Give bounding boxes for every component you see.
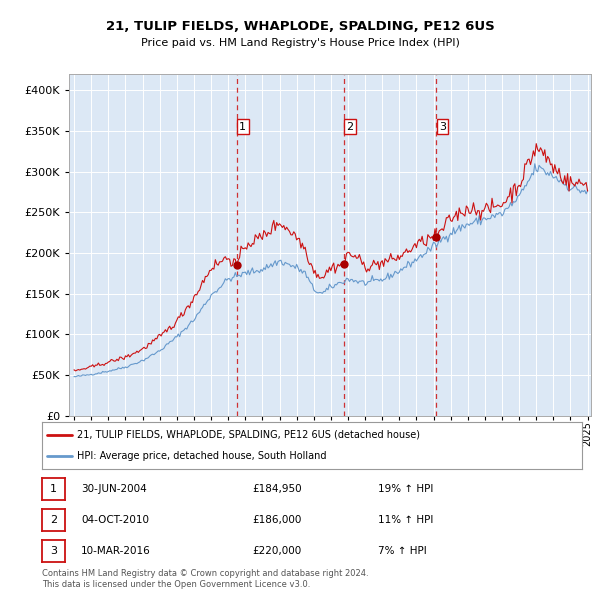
Text: £186,000: £186,000	[252, 515, 301, 525]
Text: 3: 3	[439, 122, 446, 132]
Text: 2: 2	[50, 515, 57, 525]
Text: Contains HM Land Registry data © Crown copyright and database right 2024.: Contains HM Land Registry data © Crown c…	[42, 569, 368, 578]
Text: 04-OCT-2010: 04-OCT-2010	[81, 515, 149, 525]
Text: 1: 1	[50, 484, 57, 494]
Text: 3: 3	[50, 546, 57, 556]
Text: 21, TULIP FIELDS, WHAPLODE, SPALDING, PE12 6US: 21, TULIP FIELDS, WHAPLODE, SPALDING, PE…	[106, 20, 494, 33]
Text: 7% ↑ HPI: 7% ↑ HPI	[378, 546, 427, 556]
Text: Price paid vs. HM Land Registry's House Price Index (HPI): Price paid vs. HM Land Registry's House …	[140, 38, 460, 48]
Text: 2: 2	[346, 122, 353, 132]
Text: 1: 1	[239, 122, 246, 132]
Text: HPI: Average price, detached house, South Holland: HPI: Average price, detached house, Sout…	[77, 451, 326, 461]
Text: £220,000: £220,000	[252, 546, 301, 556]
Text: £184,950: £184,950	[252, 484, 302, 494]
Text: 30-JUN-2004: 30-JUN-2004	[81, 484, 147, 494]
Text: 10-MAR-2016: 10-MAR-2016	[81, 546, 151, 556]
Text: 19% ↑ HPI: 19% ↑ HPI	[378, 484, 433, 494]
Text: This data is licensed under the Open Government Licence v3.0.: This data is licensed under the Open Gov…	[42, 579, 310, 589]
Text: 11% ↑ HPI: 11% ↑ HPI	[378, 515, 433, 525]
Text: 21, TULIP FIELDS, WHAPLODE, SPALDING, PE12 6US (detached house): 21, TULIP FIELDS, WHAPLODE, SPALDING, PE…	[77, 430, 420, 440]
